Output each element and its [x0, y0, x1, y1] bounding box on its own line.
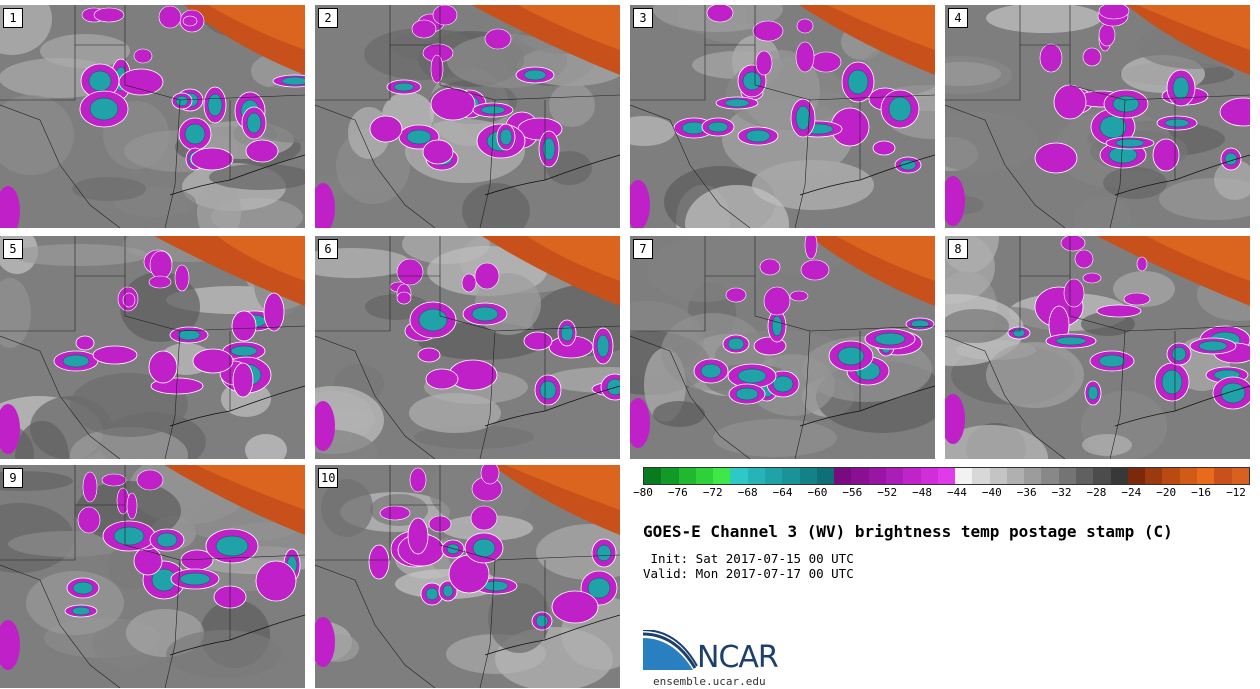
- colorbar-tick-label: −72: [702, 486, 723, 499]
- colorbar-swatch: [851, 468, 869, 484]
- colorbar-swatch: [1162, 468, 1180, 484]
- colorbar-swatch: [713, 468, 731, 484]
- ncar-logo-icon: [643, 630, 698, 670]
- wv-map-5: [0, 236, 305, 459]
- colorbar: [643, 467, 1250, 485]
- colorbar-swatch: [1231, 468, 1249, 484]
- colorbar-swatch: [989, 468, 1007, 484]
- panel-label: 5: [3, 239, 23, 259]
- colorbar-tick-label: −40: [981, 486, 1002, 499]
- colorbar-swatch: [695, 468, 714, 484]
- colorbar-swatch: [1179, 468, 1197, 484]
- wv-map-6: [315, 236, 620, 459]
- ncar-logo-text: NCAR: [697, 640, 779, 675]
- colorbar-tick-label: −80: [633, 486, 653, 499]
- colorbar-swatch: [799, 468, 817, 484]
- colorbar-swatch: [868, 468, 886, 484]
- panel-4: 4: [945, 5, 1250, 228]
- colorbar-swatch: [816, 468, 835, 484]
- colorbar-tick-label: −28: [1086, 486, 1107, 499]
- colorbar-swatch: [1024, 468, 1042, 484]
- colorbar-swatch: [1110, 468, 1128, 484]
- panel-6: 6: [315, 236, 620, 459]
- colorbar-swatch: [920, 468, 938, 484]
- panel-5: 5: [0, 236, 305, 459]
- colorbar-tick-label: −16: [1191, 486, 1212, 499]
- panel-label: 10: [318, 468, 339, 488]
- panel-label: 9: [3, 468, 23, 488]
- colorbar-tick-label: −24: [1121, 486, 1142, 499]
- colorbar-swatch: [1058, 468, 1077, 484]
- panel-3: 3: [630, 5, 935, 228]
- colorbar-tick-label: −52: [877, 486, 898, 499]
- wv-map-10: [315, 465, 620, 688]
- colorbar-swatch: [1214, 468, 1232, 484]
- panel-8: 8: [945, 236, 1250, 459]
- colorbar-tick-label: −76: [667, 486, 688, 499]
- panel-label: 3: [633, 8, 653, 28]
- site-url: ensemble.ucar.edu: [653, 675, 766, 688]
- colorbar-tick-label: −32: [1051, 486, 1072, 499]
- valid-time: Valid: Mon 2017-07-17 00 UTC: [643, 566, 854, 581]
- colorbar-swatch: [885, 468, 904, 484]
- colorbar-swatch: [1127, 468, 1146, 484]
- colorbar-swatch: [782, 468, 800, 484]
- wv-map-2: [315, 5, 620, 228]
- wv-map-8: [945, 236, 1250, 459]
- colorbar-tick-label: −56: [842, 486, 863, 499]
- panel-10: 10: [315, 465, 620, 688]
- colorbar-swatch: [903, 468, 921, 484]
- panel-label: 7: [633, 239, 653, 259]
- panel-1: 1: [0, 5, 305, 228]
- init-time: Init: Sat 2017-07-15 00 UTC: [643, 551, 854, 566]
- panel-9: 9: [0, 465, 305, 688]
- colorbar-swatch: [1076, 468, 1094, 484]
- colorbar-tick-label: −36: [1016, 486, 1037, 499]
- panel-label: 1: [3, 8, 23, 28]
- colorbar-tick-label: −20: [1156, 486, 1177, 499]
- panel-label: 2: [318, 8, 338, 28]
- panel-7: 7: [630, 236, 935, 459]
- colorbar-tick-label: −64: [772, 486, 793, 499]
- panel-label: 4: [948, 8, 968, 28]
- colorbar-swatch: [972, 468, 990, 484]
- colorbar-swatch: [1041, 468, 1059, 484]
- colorbar-tick-label: −48: [912, 486, 932, 499]
- colorbar-tick-label: −68: [737, 486, 758, 499]
- colorbar-swatch: [661, 468, 679, 484]
- colorbar-swatch: [678, 468, 696, 484]
- panel-label: 8: [948, 239, 968, 259]
- wv-map-9: [0, 465, 305, 688]
- colorbar-tick-label: −60: [807, 486, 828, 499]
- colorbar-swatch: [644, 468, 662, 484]
- colorbar-swatch: [1197, 468, 1215, 484]
- colorbar-tick-label: −44: [947, 486, 967, 499]
- colorbar-swatch: [834, 468, 852, 484]
- wv-map-7: [630, 236, 935, 459]
- wv-map-4: [945, 5, 1250, 228]
- colorbar-swatch: [1145, 468, 1163, 484]
- figure-title: GOES-E Channel 3 (WV) brightness temp po…: [643, 522, 1173, 541]
- colorbar-swatch: [764, 468, 783, 484]
- colorbar-swatch: [1093, 468, 1111, 484]
- wv-map-1: [0, 5, 305, 228]
- colorbar-tick-label: −12: [1226, 486, 1246, 499]
- colorbar-swatch: [1006, 468, 1025, 484]
- panel-label: 6: [318, 239, 338, 259]
- panel-2: 2: [315, 5, 620, 228]
- colorbar-swatch: [937, 468, 956, 484]
- colorbar-swatch: [747, 468, 765, 484]
- colorbar-swatch: [730, 468, 748, 484]
- wv-map-3: [630, 5, 935, 228]
- colorbar-swatch: [955, 468, 973, 484]
